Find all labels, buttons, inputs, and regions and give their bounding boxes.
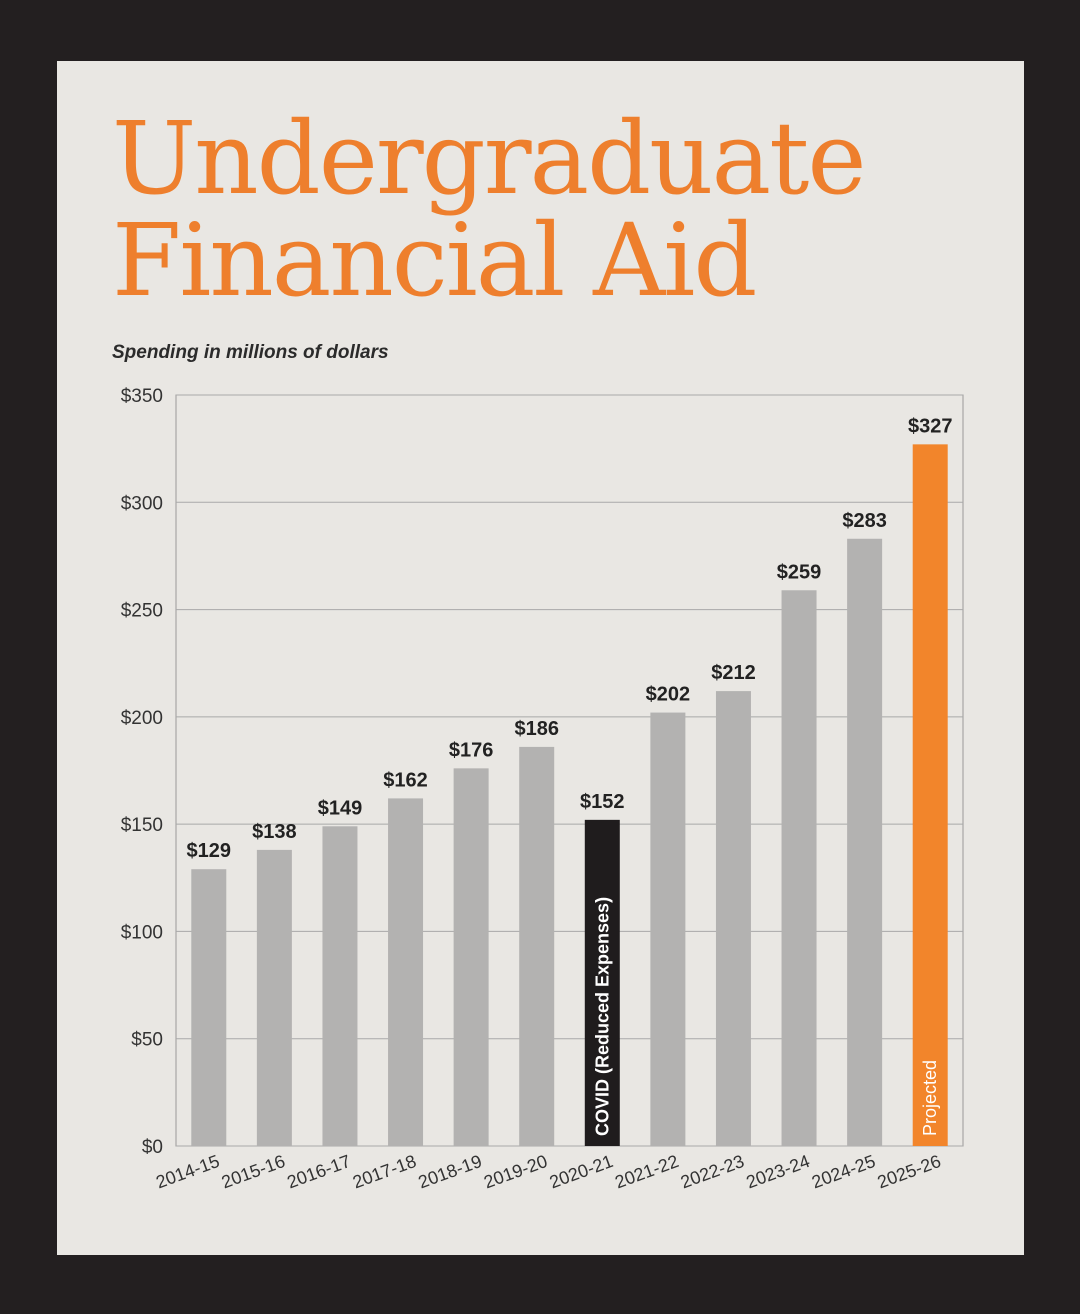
- bar-2017-18: [388, 798, 424, 1146]
- y-tick-label: $350: [121, 386, 163, 407]
- bar-2023-24: [781, 590, 817, 1146]
- value-label: $186: [514, 718, 559, 740]
- value-label: $327: [908, 415, 953, 437]
- bar-annotation: Projected: [920, 1060, 940, 1136]
- y-tick-label: $50: [131, 1030, 163, 1051]
- x-tick-label: 2020-21: [547, 1151, 616, 1192]
- value-label: $259: [777, 561, 822, 583]
- x-tick-label: 2023-24: [743, 1151, 812, 1192]
- x-tick-label: 2024-25: [809, 1151, 878, 1192]
- value-label: $202: [646, 684, 691, 706]
- y-tick-label: $150: [121, 815, 163, 836]
- x-tick-label: 2025-26: [875, 1151, 944, 1192]
- x-tick-label: 2019-20: [481, 1151, 550, 1192]
- value-label: $176: [449, 739, 494, 761]
- value-label: $129: [187, 840, 232, 862]
- chart-subtitle: Spending in millions of dollars: [112, 342, 389, 363]
- x-tick-label: 2021-22: [612, 1151, 681, 1192]
- bar-2024-25: [847, 538, 883, 1146]
- x-tick-label: 2014-15: [153, 1151, 222, 1192]
- x-tick-label: 2018-19: [416, 1151, 485, 1192]
- bar-2021-22: [650, 712, 686, 1146]
- bar-2025-26: [912, 444, 948, 1146]
- bar-2022-23: [715, 691, 751, 1146]
- value-label: $149: [318, 797, 363, 819]
- bar-2020-21: [584, 819, 620, 1146]
- x-tick-label: 2015-16: [219, 1151, 288, 1192]
- x-tick-label: 2022-23: [678, 1151, 747, 1192]
- y-tick-label: $100: [121, 922, 163, 943]
- bar-annotation: COVID (Reduced Expenses): [592, 897, 612, 1136]
- value-label: $283: [842, 510, 887, 532]
- bar-2018-19: [453, 768, 489, 1146]
- value-label: $152: [580, 791, 625, 813]
- value-label: $212: [711, 662, 756, 684]
- x-tick-label: 2017-18: [350, 1151, 419, 1192]
- y-tick-label: $250: [121, 601, 163, 622]
- title-line-2: Financial Aid: [112, 202, 757, 319]
- bar-2015-16: [256, 849, 292, 1146]
- bar-2014-15: [191, 869, 227, 1146]
- y-tick-label: $0: [142, 1137, 163, 1158]
- x-tick-label: 2016-17: [284, 1151, 353, 1192]
- plot-area-frame: [175, 394, 964, 1147]
- title-line-1: Undergraduate: [112, 100, 867, 217]
- bar-2016-17: [322, 826, 358, 1146]
- bar-2019-20: [519, 746, 555, 1146]
- value-label: $162: [383, 769, 428, 791]
- value-label: $138: [252, 821, 297, 843]
- chart-title: Undergraduate Financial Aid: [112, 100, 867, 319]
- y-tick-label: $200: [121, 708, 163, 729]
- y-tick-label: $300: [121, 493, 163, 514]
